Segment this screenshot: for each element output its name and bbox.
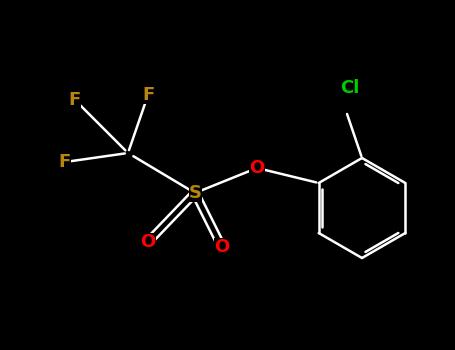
- Text: F: F: [142, 86, 154, 104]
- Text: O: O: [141, 233, 156, 251]
- Text: O: O: [214, 238, 230, 256]
- Text: Cl: Cl: [340, 79, 360, 97]
- Text: O: O: [249, 159, 265, 177]
- Text: F: F: [69, 91, 81, 109]
- Text: S: S: [188, 184, 202, 202]
- Text: F: F: [59, 153, 71, 171]
